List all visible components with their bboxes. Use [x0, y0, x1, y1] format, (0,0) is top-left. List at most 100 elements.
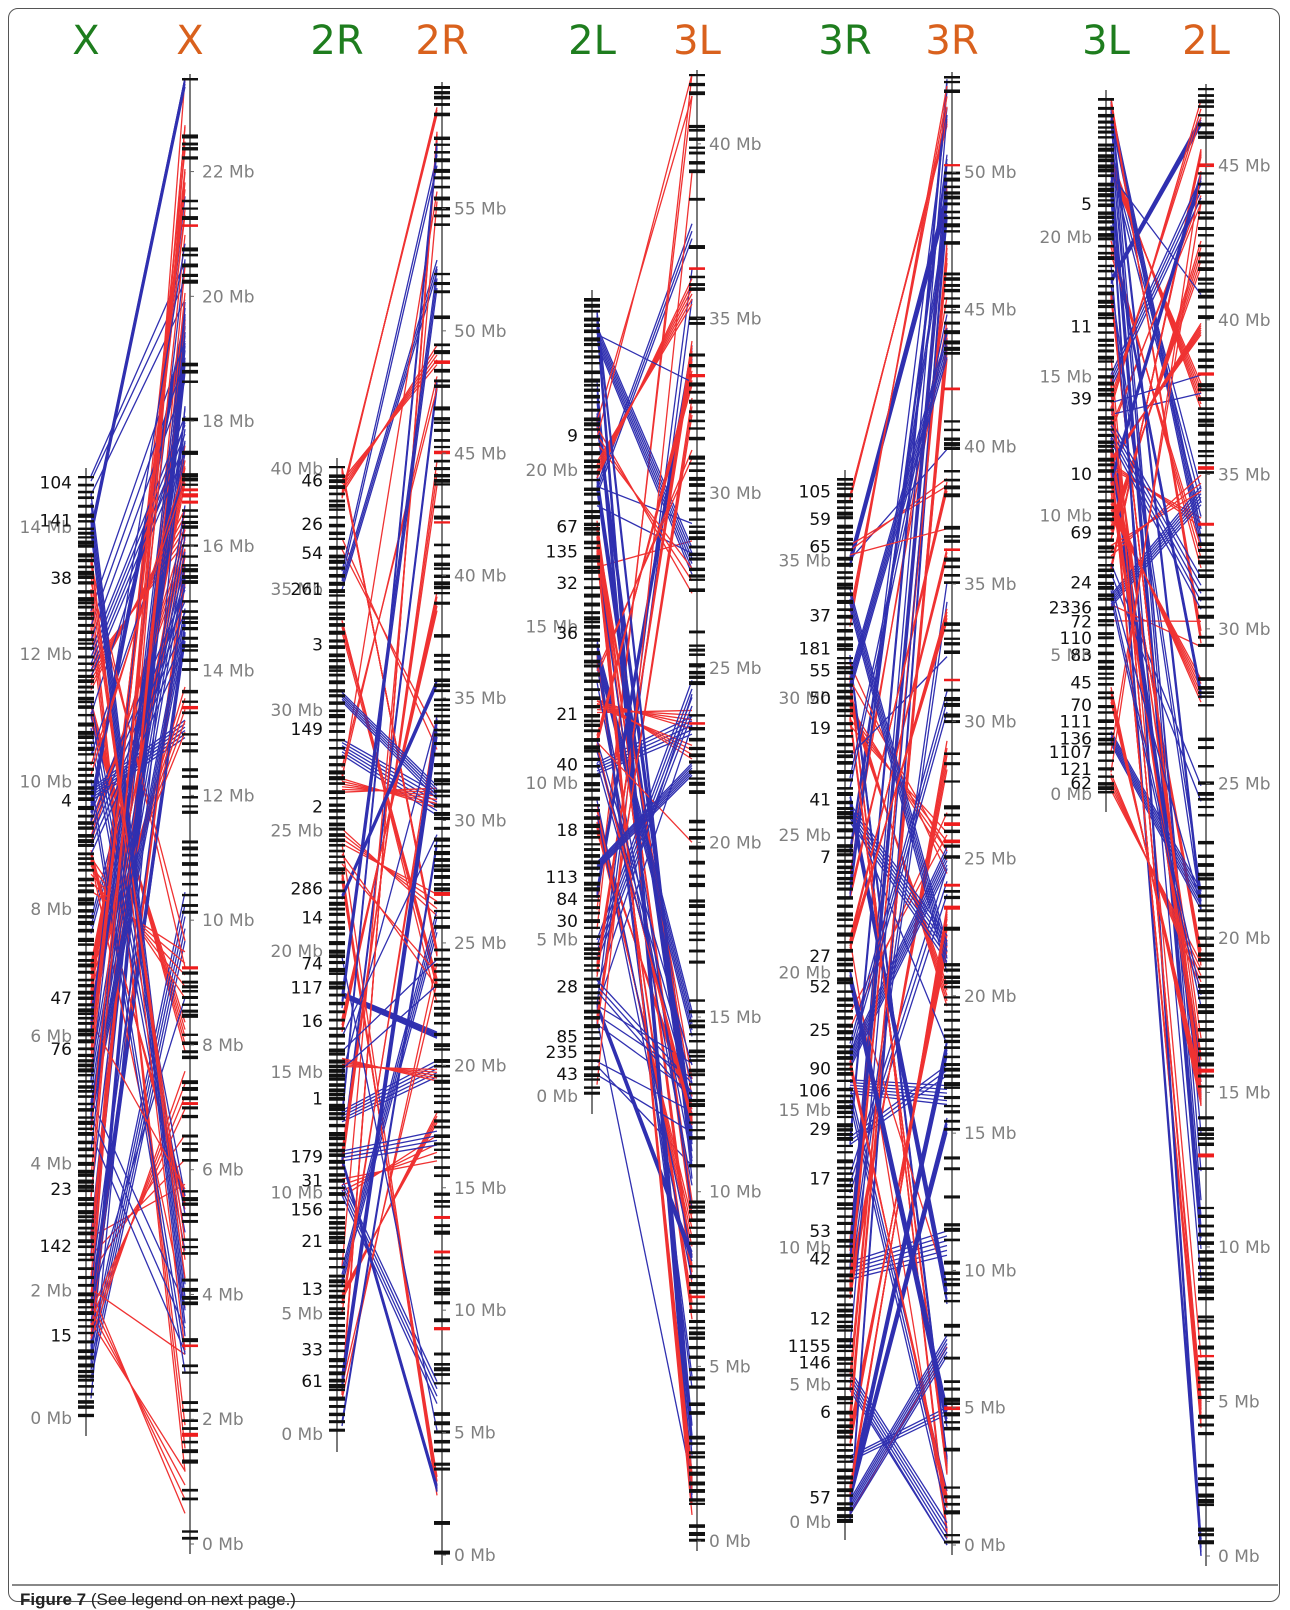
query-marker [689, 1092, 705, 1095]
ref-marker [1098, 593, 1114, 597]
ref-marker [837, 1273, 853, 1278]
ref-marker [1098, 782, 1114, 786]
ref-marker [837, 1329, 853, 1332]
query-marker [434, 95, 450, 100]
ref-marker [78, 520, 94, 523]
query-marker [689, 588, 705, 592]
ref-marker [584, 1009, 600, 1014]
ref-marker [837, 1123, 853, 1128]
ref-marker [78, 797, 94, 801]
ref-marker [1098, 136, 1114, 139]
ref-marker [78, 1059, 94, 1063]
query-marker [434, 1032, 450, 1037]
ref-marker [584, 611, 600, 615]
query-marker [1198, 1540, 1214, 1545]
ref-marker [329, 816, 345, 820]
ref-marker [584, 522, 600, 527]
ref-marker [584, 911, 600, 915]
ref-marker [78, 928, 94, 933]
synteny-link [341, 485, 438, 1152]
query-marker [689, 1336, 705, 1340]
ref-marker [584, 1059, 600, 1063]
query-marker [944, 1356, 960, 1360]
query-marker [182, 600, 198, 603]
ref-marker [329, 1068, 345, 1073]
query-marker [689, 483, 705, 487]
ref-marker [584, 1091, 600, 1095]
ref-marker [837, 524, 853, 529]
scaffold-label: 27 [809, 947, 831, 967]
ref-marker [584, 952, 600, 956]
query-marker [944, 1167, 960, 1171]
ref-marker [584, 984, 600, 988]
synteny-link [1110, 420, 1202, 578]
scaffold-label: 55 [809, 661, 831, 681]
ref-marker [837, 608, 853, 612]
synteny-link [341, 679, 438, 896]
query-marker [944, 321, 960, 325]
query-marker [182, 417, 198, 422]
ref-marker [1098, 416, 1114, 420]
ref-marker [329, 573, 345, 578]
ref-marker [329, 1257, 345, 1260]
query-marker [689, 912, 705, 917]
ref-marker [584, 309, 600, 313]
synteny-links [1110, 97, 1202, 1557]
query-marker [1198, 605, 1214, 609]
synteny-link [1110, 202, 1202, 428]
synteny-link [1110, 425, 1202, 586]
ref-marker [329, 1097, 345, 1101]
query-marker [434, 290, 450, 294]
ref-marker [1098, 199, 1114, 202]
synteny-link [341, 288, 438, 1009]
query-marker [1198, 94, 1214, 97]
marker-bars [584, 74, 705, 1542]
ref-marker [78, 1197, 94, 1201]
synteny-link [596, 545, 693, 1491]
query-marker [944, 272, 960, 276]
query-marker [434, 883, 450, 886]
ref-marker [837, 1079, 853, 1083]
query-tick-label: 40 Mb [454, 567, 507, 587]
ref-marker [78, 565, 94, 569]
query-marker [689, 1282, 705, 1287]
query-marker [944, 485, 960, 490]
ref-marker [1098, 368, 1114, 371]
query-marker [944, 1110, 960, 1114]
scaffold-label: 156 [291, 1201, 323, 1221]
ref-marker [329, 601, 345, 605]
ref-marker [837, 800, 853, 805]
synteny-link [849, 711, 948, 1059]
ref-marker [329, 855, 345, 858]
scaffold-label: 33 [301, 1341, 323, 1361]
query-marker [434, 1174, 450, 1178]
ref-marker [329, 1083, 345, 1087]
query-marker [1198, 952, 1214, 957]
ref-marker [837, 1379, 853, 1383]
ref-tick-label: 35 Mb [271, 580, 324, 600]
ref-marker [837, 990, 853, 993]
query-marker [689, 574, 705, 578]
ref-marker [584, 808, 600, 813]
ref-marker [329, 967, 345, 972]
ref-marker [837, 1172, 853, 1175]
synteny-link [341, 140, 438, 1390]
scaffold-label: 23 [50, 1180, 72, 1200]
ref-marker [584, 616, 600, 621]
query-marker [434, 1148, 450, 1151]
query-marker [1198, 1068, 1214, 1073]
synteny-link [341, 846, 438, 1427]
scaffold-label: 135 [546, 542, 578, 562]
query-marker [182, 985, 198, 989]
query-marker [182, 1287, 198, 1292]
query-tick-label: 35 Mb [454, 689, 507, 709]
query-marker [182, 1536, 198, 1540]
query-tick-label: 12 Mb [202, 786, 255, 806]
ref-marker [329, 907, 345, 911]
ref-marker [78, 786, 94, 790]
query-marker [689, 1073, 705, 1077]
query-marker [182, 473, 198, 478]
scaffold-label: 28 [556, 977, 578, 997]
query-marker [182, 564, 198, 567]
query-marker [944, 1534, 960, 1537]
